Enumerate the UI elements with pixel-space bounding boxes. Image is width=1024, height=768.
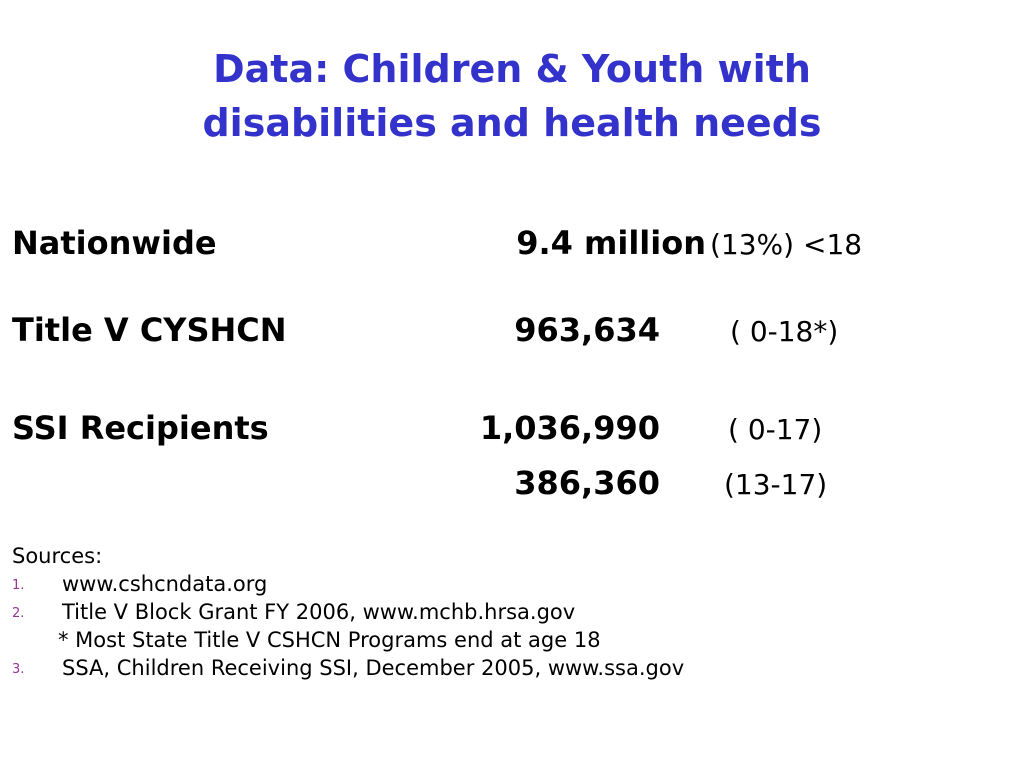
nationwide-value: 9.4 million <box>516 224 706 262</box>
title-v-note: ( 0-18*) <box>730 315 839 348</box>
slide-title-line-1: Data: Children & Youth with <box>213 47 811 91</box>
ssi-label: SSI Recipients <box>12 409 269 447</box>
ssi-teen-note: (13-17) <box>724 468 828 501</box>
source-item: 1. www.cshcndata.org <box>12 570 1012 598</box>
slide-title-line-2: disabilities and health needs <box>202 101 822 145</box>
source-number: 3. <box>12 662 25 677</box>
source-number: 2. <box>12 606 25 621</box>
ssi-teen-value: 386,360 <box>514 464 660 502</box>
title-v-label: Title V CYSHCN <box>12 311 287 349</box>
source-item: 3. SSA, Children Receiving SSI, December… <box>12 654 1012 682</box>
title-v-value: 963,634 <box>514 311 660 349</box>
source-text: Title V Block Grant FY 2006, www.mchb.hr… <box>62 600 576 624</box>
sources-heading: Sources: <box>12 544 103 568</box>
source-text: www.cshcndata.org <box>62 572 268 596</box>
ssi-note: ( 0-17) <box>728 413 823 446</box>
source-text: SSA, Children Receiving SSI, December 20… <box>62 656 685 680</box>
source-footnote: * Most State Title V CSHCN Programs end … <box>58 628 601 652</box>
nationwide-note: (13%) <18 <box>710 228 863 261</box>
source-number: 1. <box>12 578 25 593</box>
slide-title: Data: Children & Youth with disabilities… <box>0 42 1024 150</box>
sources-section: Sources: 1. www.cshcndata.org 2. Title V… <box>12 542 1012 682</box>
nationwide-label: Nationwide <box>12 224 217 262</box>
source-item: 2. Title V Block Grant FY 2006, www.mchb… <box>12 598 1012 626</box>
ssi-value: 1,036,990 <box>479 409 660 447</box>
